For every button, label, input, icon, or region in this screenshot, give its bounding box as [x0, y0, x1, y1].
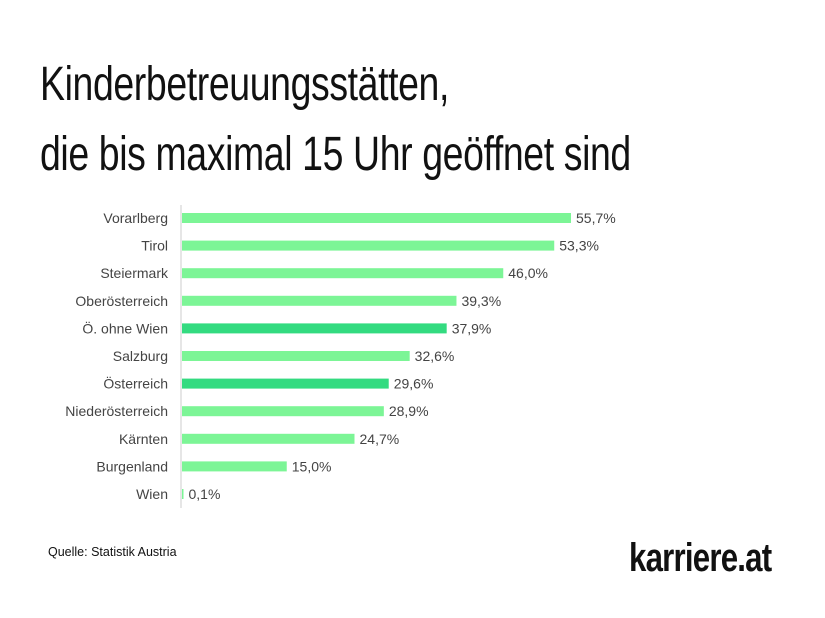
data-label: 28,9% — [389, 403, 429, 419]
data-label: 39,3% — [461, 293, 501, 309]
data-label: 37,9% — [452, 320, 492, 336]
category-label: Vorarlberg — [103, 210, 168, 226]
bar — [182, 295, 457, 306]
category-label: Oberösterreich — [75, 293, 168, 309]
bar — [182, 351, 410, 361]
data-label: 24,7% — [360, 431, 400, 447]
data-label: 53,3% — [559, 238, 599, 254]
karriere-logo: karriere.at — [629, 536, 772, 580]
category-label: Kärnten — [119, 431, 168, 447]
category-label: Wien — [136, 486, 168, 502]
category-label: Burgenland — [96, 458, 168, 474]
data-label: 29,6% — [394, 376, 434, 392]
bar — [182, 461, 287, 472]
category-label: Tirol — [141, 238, 168, 254]
category-label: Salzburg — [113, 348, 168, 364]
bar — [182, 268, 504, 279]
bar — [182, 433, 355, 444]
category-label: Ö. ohne Wien — [82, 319, 168, 336]
title-line-2: die bis maximal 15 Uhr geöffnet sind — [40, 128, 631, 181]
chart-title: Kinderbetreuungsstätten, die bis maximal… — [40, 50, 631, 190]
data-label: 32,6% — [415, 348, 455, 364]
category-label: Österreich — [103, 375, 168, 392]
data-label: 55,7% — [576, 210, 616, 226]
bar — [182, 323, 447, 334]
title-line-1: Kinderbetreuungsstätten, — [40, 58, 450, 111]
bar — [182, 378, 389, 389]
bar — [182, 406, 384, 417]
bar — [182, 213, 571, 223]
category-label: Niederösterreich — [65, 403, 168, 419]
bar — [182, 489, 184, 499]
data-label: 46,0% — [508, 265, 548, 281]
data-label: 0,1% — [189, 486, 221, 502]
category-label: Steiermark — [100, 265, 169, 281]
data-label: 15,0% — [292, 458, 332, 474]
source-note: Quelle: Statistik Austria — [48, 545, 177, 559]
bar — [182, 240, 555, 251]
